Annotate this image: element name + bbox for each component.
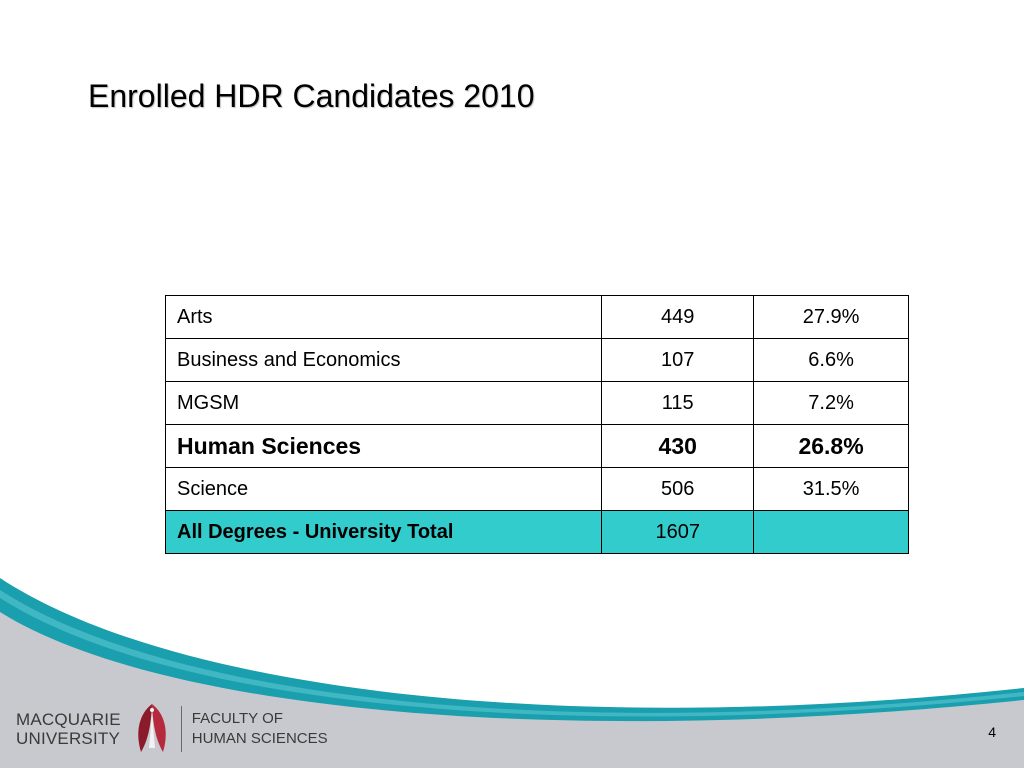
university-name-line1: MACQUARIE xyxy=(16,710,121,729)
table-row: Arts 449 27.9% xyxy=(164,295,909,339)
faculty-cell: Arts xyxy=(164,295,603,339)
faculty-name-line2: HUMAN SCIENCES xyxy=(191,730,328,747)
enrolment-table: Arts 449 27.9% Business and Economics 10… xyxy=(164,295,909,554)
lighthouse-crest-icon xyxy=(138,704,166,752)
footer-teal-swoosh xyxy=(0,578,1024,722)
percent-cell: 7.2% xyxy=(753,381,909,425)
percent-cell: 6.6% xyxy=(753,338,909,382)
page-number: 4 xyxy=(988,724,996,740)
faculty-cell: Science xyxy=(164,467,603,511)
total-count-cell: 1607 xyxy=(601,510,755,554)
percent-cell: 31.5% xyxy=(753,467,909,511)
total-percent-cell xyxy=(753,510,909,554)
faculty-name-line1: FACULTY OF xyxy=(191,710,283,727)
total-label-cell: All Degrees - University Total xyxy=(164,510,603,554)
count-cell: 115 xyxy=(601,381,755,425)
faculty-wordmark: FACULTY OF HUMAN SCIENCES xyxy=(192,709,328,749)
count-cell: 430 xyxy=(601,424,755,468)
slide-title: Enrolled HDR Candidates 2010 xyxy=(88,78,535,114)
footer-teal-highlight xyxy=(0,590,1024,717)
logo-divider xyxy=(180,706,182,752)
university-wordmark: MACQUARIE UNIVERSITY xyxy=(16,710,121,748)
university-name-line2: UNIVERSITY xyxy=(16,729,121,748)
faculty-cell: Business and Economics xyxy=(164,338,603,382)
count-cell: 449 xyxy=(601,295,755,339)
percent-cell: 27.9% xyxy=(753,295,909,339)
faculty-cell: MGSM xyxy=(164,381,603,425)
table-row: Science 506 31.5% xyxy=(164,467,909,511)
table-row: MGSM 115 7.2% xyxy=(164,381,909,425)
university-logo: MACQUARIE UNIVERSITY FACULTY OF HUMAN SC… xyxy=(16,702,328,756)
percent-cell: 26.8% xyxy=(753,424,909,468)
count-cell: 506 xyxy=(601,467,755,511)
table-row-total: All Degrees - University Total 1607 xyxy=(164,510,909,554)
faculty-cell: Human Sciences xyxy=(164,424,603,468)
table-row-highlighted: Human Sciences 430 26.8% xyxy=(164,424,909,468)
table-row: Business and Economics 107 6.6% xyxy=(164,338,909,382)
count-cell: 107 xyxy=(601,338,755,382)
